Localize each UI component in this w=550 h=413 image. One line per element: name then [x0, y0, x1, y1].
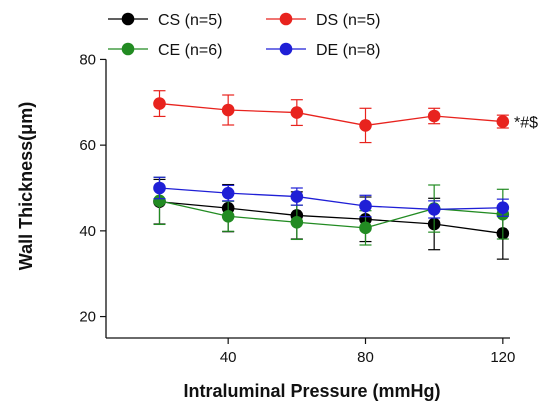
- series-line: [159, 102, 503, 127]
- x-axis-title: Intraluminal Pressure (mmHg): [183, 381, 440, 401]
- data-point: [359, 199, 372, 213]
- legend-label: DE (n=8): [316, 42, 380, 59]
- axes: 20 40 60 80 40 80 120: [79, 51, 515, 366]
- legend-item: DS (n=5): [266, 12, 380, 29]
- data-point: [427, 109, 441, 123]
- legend-marker: [279, 42, 293, 56]
- legend-label: DS (n=5): [316, 12, 380, 29]
- data-point: [427, 203, 441, 216]
- data-point: [290, 190, 304, 203]
- series-line: [159, 187, 503, 211]
- legend-item: DE (n=8): [266, 42, 380, 59]
- series-ce: [153, 176, 510, 246]
- significance-annotation: *#$: [514, 115, 538, 132]
- data-point: [496, 115, 510, 128]
- data-point: [153, 97, 166, 110]
- data-point: [359, 119, 372, 132]
- data-point: [496, 201, 510, 215]
- data-point: [290, 106, 304, 119]
- x-tick-label: 40: [220, 349, 237, 366]
- x-tick-label: 80: [357, 349, 374, 366]
- data-point: [221, 103, 235, 117]
- y-tick-label: 60: [79, 137, 96, 154]
- data-point: [153, 181, 166, 195]
- legend: CS (n=5) CE (n=6) DS (n=5) DE (n=8): [108, 12, 380, 59]
- y-tick-label: 40: [79, 223, 96, 240]
- legend-item: CS (n=5): [108, 12, 222, 29]
- series-de: [153, 176, 510, 219]
- y-axis-title: Wall Thickness(μm): [16, 102, 36, 270]
- legend-marker: [121, 42, 135, 56]
- y-tick-label: 80: [79, 51, 96, 68]
- x-tick-label: 120: [490, 349, 515, 366]
- legend-label: CE (n=6): [158, 42, 222, 59]
- data-point: [359, 221, 372, 235]
- data-point: [290, 215, 304, 229]
- series-ds: [153, 90, 510, 144]
- legend-marker: [121, 12, 135, 26]
- series-line: [159, 201, 503, 235]
- legend-item: CE (n=6): [108, 42, 222, 59]
- legend-marker: [279, 12, 293, 26]
- legend-label: CS (n=5): [158, 12, 222, 29]
- data-point: [221, 209, 235, 223]
- y-tick-label: 20: [79, 309, 96, 326]
- data-point: [221, 186, 235, 200]
- data-point: [153, 194, 166, 208]
- series-line: [159, 200, 503, 229]
- series-layer: [153, 90, 510, 260]
